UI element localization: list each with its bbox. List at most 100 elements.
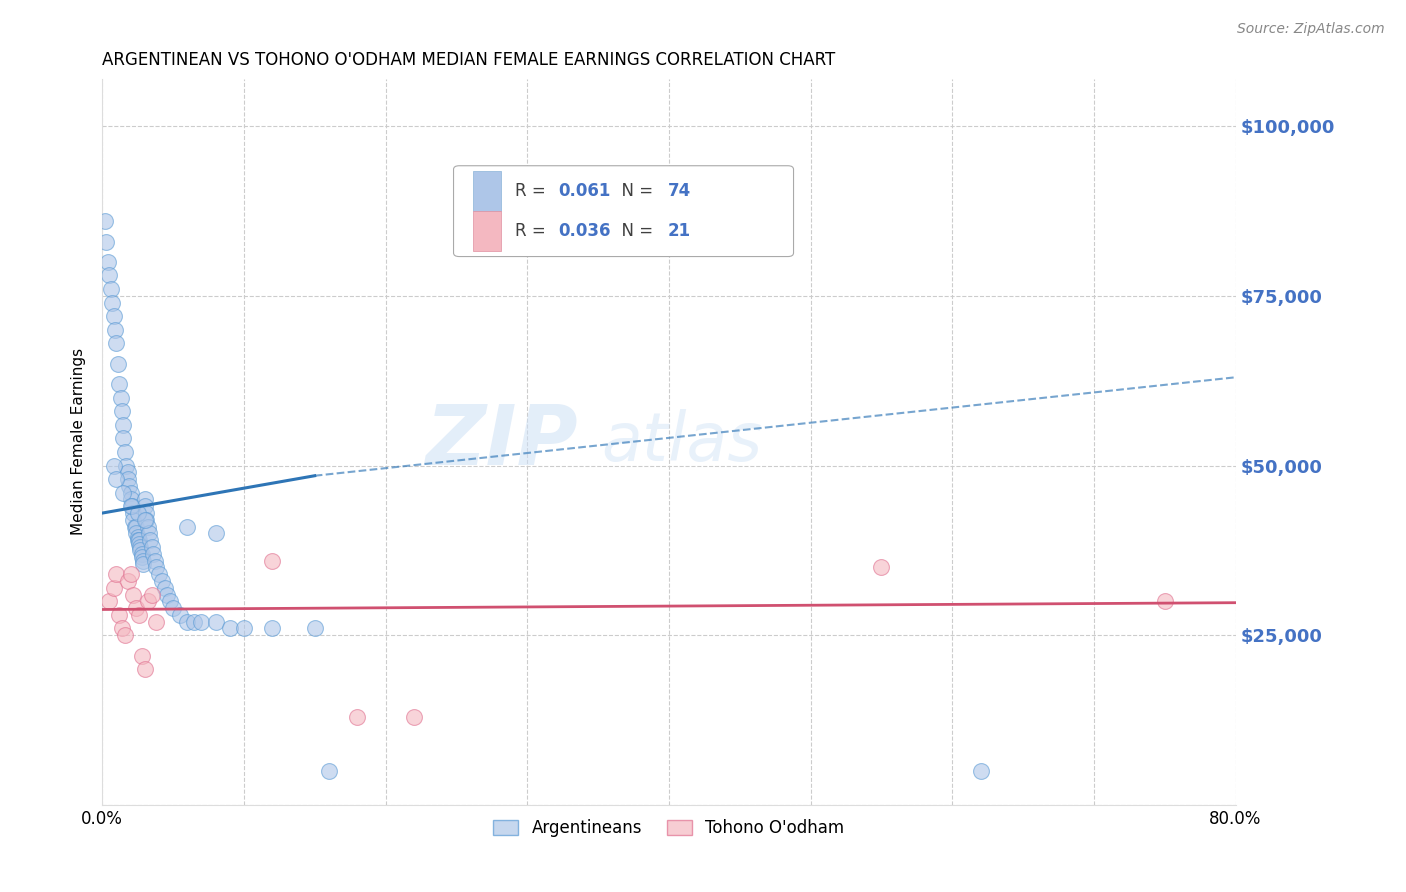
Text: ARGENTINEAN VS TOHONO O'ODHAM MEDIAN FEMALE EARNINGS CORRELATION CHART: ARGENTINEAN VS TOHONO O'ODHAM MEDIAN FEM… [103,51,835,69]
Point [108,377,131,392]
Point [118,479,141,493]
Point [128,607,150,622]
Point [162,601,184,615]
Point [159,594,181,608]
Point [125,519,148,533]
Point [132,553,155,567]
Point [120,567,142,582]
Point [103,581,125,595]
Point [103,458,125,473]
Point [402,710,425,724]
Point [112,485,135,500]
Point [129,540,152,554]
Point [135,513,157,527]
Point [150,574,173,588]
Point [134,662,156,676]
Point [132,557,155,571]
Point [117,466,139,480]
Point [136,594,159,608]
Point [96,235,118,249]
Point [141,540,163,554]
Point [114,445,136,459]
Point [120,500,142,514]
Point [125,601,148,615]
Text: atlas: atlas [600,409,762,475]
Point [169,607,191,622]
Point [145,615,167,629]
Point [120,485,142,500]
FancyBboxPatch shape [472,211,501,252]
Point [139,533,162,548]
Point [112,431,135,445]
Point [262,622,284,636]
Point [134,500,156,514]
Point [183,615,205,629]
Point [156,588,179,602]
Point [134,513,156,527]
Point [134,492,156,507]
Point [204,615,226,629]
Text: 0.036: 0.036 [558,222,610,240]
Text: R =: R = [515,182,551,200]
Point [117,472,139,486]
Point [145,560,167,574]
Point [105,336,128,351]
Point [121,500,143,514]
Text: R =: R = [515,222,551,240]
Point [128,533,150,548]
Text: 21: 21 [668,222,690,240]
Point [176,519,198,533]
Point [120,492,142,507]
Point [153,581,176,595]
Point [218,622,240,636]
Point [107,357,129,371]
Point [94,214,117,228]
Point [101,295,124,310]
Point [870,560,893,574]
Text: N =: N = [612,222,658,240]
Point [127,530,149,544]
Point [232,622,254,636]
Point [122,588,145,602]
Point [111,404,134,418]
Point [141,588,163,602]
Point [304,622,326,636]
Point [105,472,128,486]
Point [103,309,125,323]
Point [111,622,134,636]
Point [318,764,340,778]
Point [108,607,131,622]
Point [190,615,212,629]
Point [127,506,149,520]
Point [124,519,146,533]
Point [100,282,122,296]
Point [129,543,152,558]
Point [138,526,160,541]
Point [105,567,128,582]
Point [98,268,121,283]
Text: ZIP: ZIP [426,401,578,483]
Point [1153,594,1175,608]
Point [122,506,145,520]
Point [346,710,368,724]
Point [262,553,284,567]
Point [110,391,132,405]
Point [97,255,120,269]
Point [969,764,991,778]
Point [112,417,135,432]
Point [204,526,226,541]
Point [148,567,170,582]
Point [115,458,138,473]
Point [176,615,198,629]
Point [131,550,153,565]
Text: N =: N = [612,182,658,200]
Point [117,574,139,588]
Y-axis label: Median Female Earnings: Median Female Earnings [72,348,86,535]
Point [131,547,153,561]
FancyBboxPatch shape [472,171,501,211]
Point [128,536,150,550]
Text: 74: 74 [668,182,690,200]
Text: 0.061: 0.061 [558,182,610,200]
Text: Source: ZipAtlas.com: Source: ZipAtlas.com [1237,22,1385,37]
Point [98,594,121,608]
